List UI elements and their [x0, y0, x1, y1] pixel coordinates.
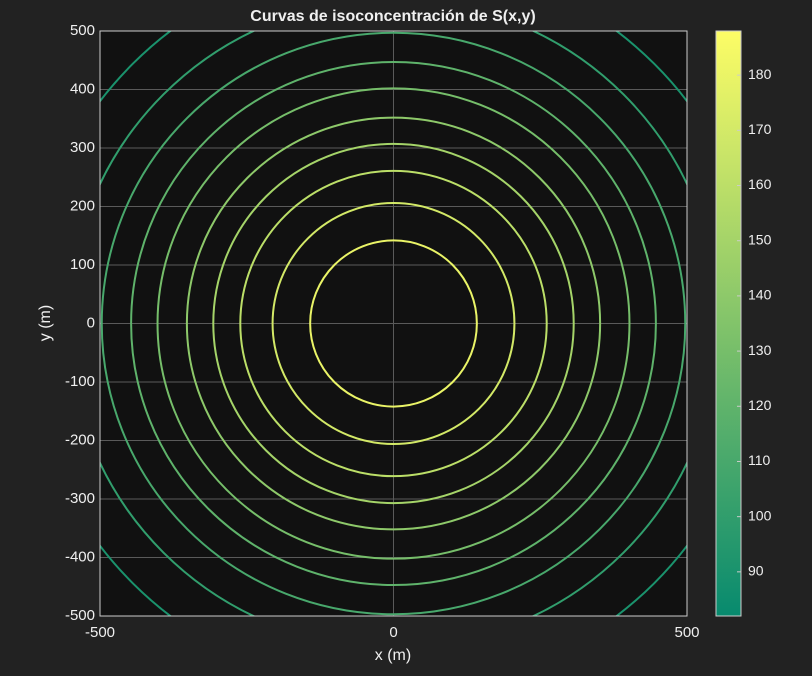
plot-frame	[99, 30, 688, 617]
y-tick-label: -200	[65, 431, 95, 448]
y-tick-label: -500	[65, 607, 95, 624]
contour-line	[212, 142, 575, 505]
colorbar-tick-label: 170	[748, 121, 772, 137]
y-tick-label: 500	[70, 22, 95, 39]
colorbar-tick-label: 140	[748, 287, 772, 303]
y-tick-label: 200	[70, 197, 95, 214]
colorbar-tick-label: 160	[748, 176, 772, 192]
colorbar-tick-label: 90	[748, 563, 764, 579]
y-tick-label: 400	[70, 80, 95, 97]
y-tick-label: 300	[70, 139, 95, 156]
y-tick-label: -400	[65, 548, 95, 565]
colorbar	[715, 30, 742, 617]
contour-line	[156, 87, 631, 560]
x-axis-label: x (m)	[375, 647, 411, 664]
chart-title: Curvas de isoconcentración de S(x,y)	[250, 8, 535, 25]
contour-line	[271, 201, 516, 446]
contour-line	[130, 61, 657, 586]
contour-line	[309, 239, 478, 408]
contours	[100, 31, 687, 616]
x-tick-label: 0	[389, 624, 397, 641]
contour-line	[239, 169, 548, 478]
colorbar-tick-label: 120	[748, 397, 772, 413]
y-tick-label: 100	[70, 256, 95, 273]
colorbar-tick-label: 180	[748, 66, 772, 82]
contour-line	[100, 31, 687, 616]
y-tick-label: 0	[87, 314, 95, 331]
y-tick-label: -100	[65, 373, 95, 390]
colorbar-tick-label: 110	[748, 452, 771, 468]
y-tick-label: -300	[65, 490, 95, 507]
x-tick-label: 500	[674, 624, 699, 641]
colorbar-tick-label: 130	[748, 342, 772, 358]
colorbar-tick-label: 150	[748, 231, 772, 247]
contour-line	[185, 116, 602, 531]
x-tick-label: -500	[85, 624, 115, 641]
y-axis-label: y (m)	[37, 305, 54, 341]
colorbar-tick-label: 100	[748, 507, 772, 523]
